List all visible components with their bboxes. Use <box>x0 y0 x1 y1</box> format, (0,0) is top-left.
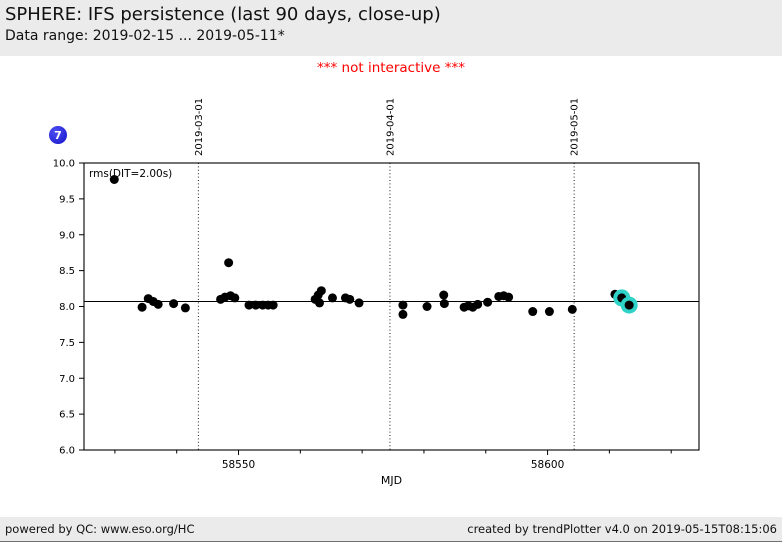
data-point <box>169 299 179 309</box>
data-point <box>439 299 449 309</box>
data-point <box>224 258 234 268</box>
data-point <box>398 300 408 310</box>
date-gridline-label: 2019-04-01 <box>385 98 396 156</box>
y-tick-label: 9.5 <box>59 194 75 205</box>
date-range: Data range: 2019-02-15 ... 2019-05-11* <box>5 27 285 44</box>
data-point <box>180 303 190 313</box>
y-tick-label: 7.5 <box>59 338 75 349</box>
data-point <box>153 299 163 309</box>
date-gridline-label: 2019-03-01 <box>194 98 205 156</box>
data-point <box>483 297 493 307</box>
highlighted-data-point <box>624 300 634 310</box>
data-point <box>316 286 326 296</box>
x-tick-label: 58550 <box>222 459 255 471</box>
data-point <box>314 298 324 308</box>
data-point <box>327 293 337 303</box>
report-footer: powered by QC: www.eso.org/HC created by… <box>0 517 782 542</box>
legend-label: rms(DIT=2.00s) <box>89 168 172 180</box>
y-tick-label: 7.0 <box>59 374 75 385</box>
data-point <box>567 304 577 314</box>
axis-x-label: MJD <box>381 474 402 487</box>
data-point <box>398 309 408 319</box>
footer-created-by: created by trendPlotter v4.0 on 2019-05-… <box>467 522 777 536</box>
y-tick-label: 6.5 <box>59 410 75 421</box>
y-tick-label: 8.0 <box>59 302 75 313</box>
data-point <box>268 300 278 310</box>
y-tick-label: 8.5 <box>59 266 75 277</box>
data-point <box>473 299 483 309</box>
y-tick-label: 10.0 <box>53 159 75 170</box>
data-point <box>230 293 240 303</box>
not-interactive-notice: *** not interactive *** <box>317 60 465 76</box>
data-point <box>422 302 432 311</box>
data-point <box>544 307 554 317</box>
data-point <box>439 290 449 300</box>
data-point <box>251 300 261 310</box>
data-point <box>137 302 147 312</box>
data-point <box>354 298 364 308</box>
y-tick-label: 6.0 <box>59 446 75 457</box>
report-header: SPHERE: IFS persistence (last 90 days, c… <box>0 0 782 56</box>
footer-powered-by: powered by QC: www.eso.org/HC <box>5 522 195 536</box>
data-point <box>345 294 355 304</box>
page-title: SPHERE: IFS persistence (last 90 days, c… <box>5 4 441 25</box>
chart: 2019-03-01 2019-04-01 2019-05-01 6.0 6.5 7.0 7… <box>53 98 700 487</box>
data-point <box>244 300 254 310</box>
y-tick-label: 9.0 <box>59 230 75 241</box>
data-point <box>504 292 514 302</box>
data-point <box>109 175 119 185</box>
date-gridline-label: 2019-05-01 <box>570 98 581 156</box>
data-point <box>528 307 538 317</box>
x-tick-label: 58600 <box>531 459 564 471</box>
count-badge[interactable]: 7 <box>49 126 67 144</box>
